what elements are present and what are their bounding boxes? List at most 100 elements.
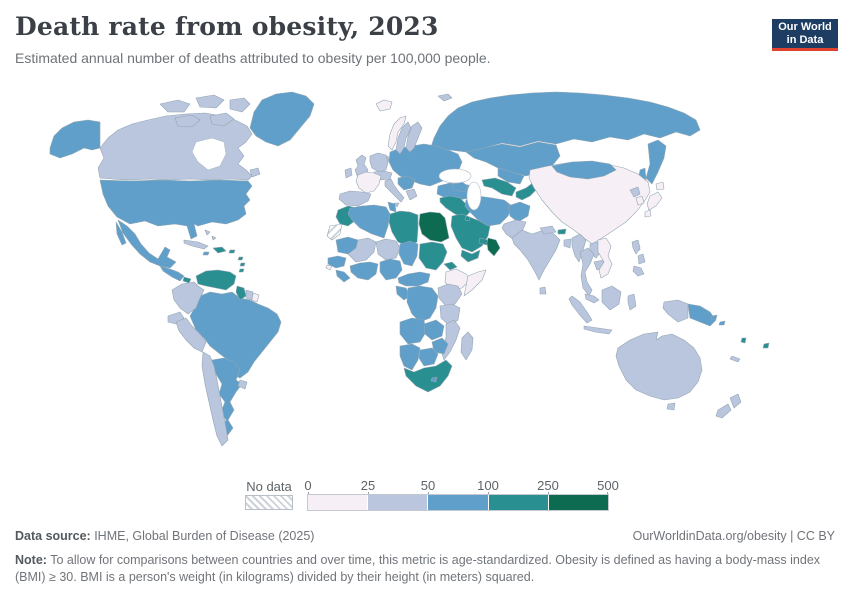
country-sri-lanka[interactable] [539, 286, 547, 295]
country-vanuatu[interactable] [740, 337, 747, 344]
legend-segment-100-250[interactable] [488, 495, 549, 510]
country-jamaica[interactable] [202, 251, 210, 256]
country-french-guiana[interactable] [251, 292, 260, 303]
region-central-america[interactable] [159, 265, 185, 282]
country-russia-kamchatka[interactable] [645, 139, 667, 185]
region-sierra-leone-liberia[interactable] [335, 269, 351, 283]
legend-segment-25-50[interactable] [368, 495, 429, 510]
country-bangladesh[interactable] [563, 238, 572, 249]
country-indonesia-papua[interactable] [662, 299, 689, 323]
country-greenland[interactable] [249, 91, 315, 147]
legend-segment-50-100[interactable] [428, 495, 489, 510]
country-lesotho[interactable] [430, 376, 438, 383]
country-libya[interactable] [388, 210, 419, 247]
country-guinea-bissau[interactable] [325, 264, 333, 271]
country-panama[interactable] [182, 276, 192, 284]
country-puerto-rico[interactable] [228, 249, 236, 254]
country-algeria[interactable] [347, 204, 391, 239]
country-sudan[interactable] [418, 241, 448, 271]
country-argentina[interactable] [211, 357, 243, 437]
country-venezuela[interactable] [195, 269, 237, 291]
legend-segment-0-25[interactable] [308, 495, 369, 510]
region-svalbard[interactable] [437, 93, 453, 102]
country-niger[interactable] [375, 238, 401, 261]
country-yemen[interactable] [460, 249, 481, 263]
country-afghanistan[interactable] [507, 201, 531, 223]
country-tanzania[interactable] [439, 303, 461, 327]
country-south-africa[interactable] [403, 359, 453, 393]
country-thailand[interactable] [579, 247, 595, 297]
country-fiji[interactable] [762, 342, 770, 349]
country-kuwait[interactable] [464, 215, 471, 222]
country-papua-new-guinea[interactable] [687, 303, 717, 327]
country-italy[interactable] [384, 178, 405, 203]
country-indonesia-borneo[interactable] [601, 285, 622, 311]
region-levant-iraq[interactable] [439, 195, 471, 219]
country-usa-alaska[interactable] [49, 119, 101, 159]
country-philippines[interactable] [631, 239, 646, 277]
region-senegal-guinea[interactable] [327, 255, 347, 269]
country-guyana[interactable] [235, 285, 247, 301]
country-indonesia-java[interactable] [583, 325, 613, 335]
country-spain[interactable] [338, 190, 372, 207]
region-cameroon-car[interactable] [397, 271, 431, 287]
country-solomon-islands[interactable] [710, 314, 726, 326]
legend-segment-250-500[interactable] [548, 495, 609, 510]
region-kyrgyzstan-tajikistan[interactable] [515, 181, 539, 201]
region-lesser-antilles[interactable] [237, 256, 246, 273]
country-egypt[interactable] [418, 211, 450, 243]
country-canada-newfoundland[interactable] [249, 167, 261, 178]
country-turkmenistan[interactable] [481, 177, 517, 197]
country-colombia[interactable] [171, 281, 205, 315]
country-vietnam[interactable] [597, 237, 613, 279]
country-uzbekistan[interactable] [497, 167, 525, 185]
country-new-zealand[interactable] [715, 393, 742, 419]
country-germany[interactable] [369, 152, 389, 173]
country-finland[interactable] [405, 121, 423, 153]
country-bhutan[interactable] [557, 228, 567, 235]
country-chile[interactable] [201, 351, 229, 447]
country-oman[interactable] [486, 237, 501, 257]
country-indonesia-sulawesi[interactable] [627, 293, 637, 311]
country-hispaniola[interactable] [212, 246, 227, 254]
country-angola[interactable] [399, 317, 427, 345]
country-new-caledonia[interactable] [729, 355, 741, 363]
country-chad[interactable] [398, 240, 419, 267]
country-russia[interactable] [429, 91, 701, 155]
country-mexico[interactable] [115, 219, 177, 269]
country-indonesia-sumatra[interactable] [568, 295, 593, 324]
country-usa[interactable] [99, 179, 253, 240]
country-western-sahara[interactable] [326, 223, 343, 241]
country-madagascar[interactable] [460, 331, 474, 361]
country-botswana[interactable] [418, 347, 439, 367]
country-cuba[interactable] [183, 239, 209, 250]
country-canada-arctic[interactable] [159, 94, 251, 128]
country-australia[interactable] [615, 331, 703, 401]
country-drc[interactable] [406, 285, 439, 323]
country-eritrea[interactable] [443, 261, 458, 271]
country-canada[interactable] [97, 112, 253, 181]
country-ireland[interactable] [344, 167, 353, 179]
country-north-korea[interactable] [629, 186, 641, 198]
country-india[interactable] [511, 229, 561, 281]
country-france[interactable] [355, 171, 382, 194]
country-somalia[interactable] [463, 269, 487, 297]
country-nepal[interactable] [539, 225, 557, 235]
country-mongolia[interactable] [551, 160, 617, 180]
country-peru[interactable] [175, 317, 207, 353]
country-australia-tasmania[interactable] [666, 402, 676, 411]
country-namibia[interactable] [399, 343, 421, 371]
region-ghana-ivory-coast[interactable] [349, 261, 379, 281]
country-iceland[interactable] [375, 99, 393, 112]
country-uruguay[interactable] [237, 379, 248, 390]
country-greece[interactable] [405, 188, 418, 201]
country-norway[interactable] [387, 115, 407, 151]
legend-no-data-swatch[interactable] [245, 495, 293, 510]
country-bahamas[interactable] [204, 229, 217, 241]
owid-logo[interactable]: Our World in Data [772, 19, 838, 51]
credit-link[interactable]: OurWorldinData.org/obesity | CC BY [632, 529, 835, 543]
country-nigeria[interactable] [379, 258, 403, 281]
country-malaysia[interactable] [584, 293, 600, 304]
country-japan[interactable] [644, 181, 665, 218]
country-south-korea[interactable] [635, 195, 645, 206]
